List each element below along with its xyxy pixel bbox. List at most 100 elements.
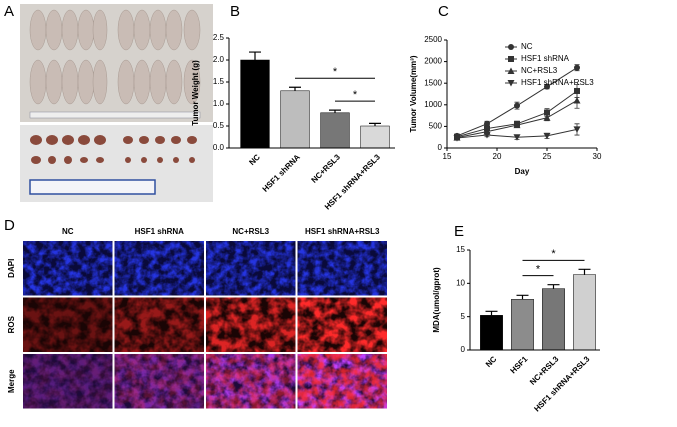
x-tick-label: HSF1 shRNA+RSL3 — [532, 354, 591, 413]
x-axis-label: Day — [515, 167, 530, 176]
marker — [544, 83, 550, 90]
legend-label: NC+RSL3 — [521, 66, 558, 75]
bar — [542, 288, 565, 351]
y-tick-label: 0.5 — [213, 121, 225, 130]
micrograph-texture — [114, 241, 204, 296]
error-bar — [369, 122, 381, 126]
marker — [508, 56, 514, 62]
bar — [360, 125, 390, 149]
y-tick-label: 1.5 — [213, 77, 225, 86]
row-label: Merge — [7, 369, 16, 393]
x-tick-label: 15 — [443, 152, 452, 161]
column-label: HSF1 shRNA+RSL3 — [305, 227, 380, 236]
error-bar — [516, 294, 529, 300]
panel-label: E — [454, 223, 464, 240]
bar — [320, 112, 350, 149]
x-tick-label: HSF1 — [509, 354, 530, 375]
x-tick-label: 20 — [493, 152, 502, 161]
micrograph-texture — [297, 354, 387, 409]
y-tick-label: 1.0 — [213, 99, 225, 108]
marker — [543, 132, 551, 140]
micrograph-texture — [23, 354, 113, 409]
significance-label: * — [333, 66, 338, 78]
panel-label: B — [230, 3, 240, 20]
y-tick-label: 2500 — [424, 35, 442, 44]
photo-mice — [20, 4, 213, 122]
legend-label: HSF1 shRNA+RSL3 — [521, 78, 594, 87]
marker — [514, 102, 520, 109]
y-tick-label: 2000 — [424, 57, 442, 66]
column-label: NC+RSL3 — [232, 227, 269, 236]
legend-label: HSF1 shRNA — [521, 54, 570, 63]
y-tick-label: 0 — [461, 345, 466, 354]
marker — [484, 120, 490, 127]
y-tick-label: 0.0 — [213, 143, 225, 152]
marker — [544, 109, 550, 116]
y-tick-label: 1000 — [424, 100, 442, 109]
column-label: HSF1 shRNA — [135, 227, 185, 236]
marker — [513, 134, 521, 141]
micrograph-texture — [297, 297, 387, 352]
marker — [574, 64, 580, 71]
y-tick-label: 10 — [456, 278, 465, 287]
error-bar — [329, 109, 341, 113]
column-label: NC — [62, 227, 74, 236]
x-tick-label: NC+RSL3 — [528, 354, 561, 387]
y-tick-label: 2.0 — [213, 55, 225, 64]
panel-label: A — [4, 3, 14, 20]
y-axis-label: Tumor Weight (g) — [191, 60, 200, 126]
panel-label: C — [438, 3, 449, 20]
marker — [483, 132, 491, 139]
row-label: DAPI — [7, 259, 16, 278]
bar — [240, 59, 270, 149]
x-tick-label: 30 — [593, 152, 602, 161]
error-bar — [485, 310, 498, 316]
micrograph-texture — [206, 241, 296, 296]
marker — [543, 114, 551, 121]
bar — [480, 315, 503, 351]
y-tick-label: 2.5 — [213, 33, 225, 42]
micrograph-texture — [23, 241, 113, 296]
x-tick-label: 25 — [543, 152, 552, 161]
bar — [511, 299, 534, 351]
micrograph-texture — [206, 297, 296, 352]
y-tick-label: 1500 — [424, 78, 442, 87]
significance-label: * — [551, 248, 556, 260]
significance-label: * — [536, 264, 541, 276]
marker — [507, 67, 515, 74]
x-tick-label: NC — [247, 152, 262, 167]
significance-label: * — [353, 89, 358, 101]
micrograph-texture — [114, 354, 204, 409]
legend-label: NC — [521, 42, 533, 51]
marker — [513, 121, 521, 129]
row-label: ROS — [7, 315, 16, 333]
micrograph-texture — [114, 297, 204, 352]
photo-tumors — [20, 125, 213, 202]
error-bar — [578, 268, 591, 275]
bar — [573, 274, 596, 351]
error-bar — [289, 86, 301, 91]
y-tick-label: 0 — [438, 143, 443, 152]
error-bar — [547, 284, 560, 289]
marker — [507, 80, 515, 87]
marker — [573, 96, 581, 104]
micrograph-texture — [297, 241, 387, 296]
panel-label: D — [4, 217, 15, 234]
y-axis-label: MDA(umol/gprot) — [432, 267, 441, 333]
y-axis-label: Tumor Volume(mm³) — [409, 55, 418, 132]
error-bar — [249, 51, 261, 60]
micrograph-texture — [206, 354, 296, 409]
marker — [508, 44, 514, 50]
x-tick-label: NC — [484, 354, 499, 369]
x-tick-label: NC+RSL3 — [310, 152, 343, 185]
x-tick-label: HSF1 shRNA — [261, 152, 302, 193]
series-line — [456, 90, 578, 138]
bar — [280, 90, 310, 149]
y-tick-label: 15 — [456, 245, 465, 254]
y-tick-label: 5 — [461, 312, 466, 321]
marker — [453, 135, 461, 142]
micrograph-texture — [23, 297, 113, 352]
marker — [573, 126, 581, 133]
y-tick-label: 500 — [429, 122, 443, 131]
